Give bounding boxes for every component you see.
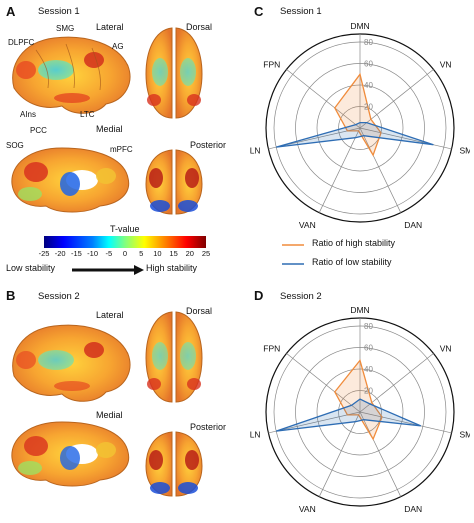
legend-low-label: Ratio of low stability bbox=[312, 257, 392, 267]
radar-axis-label: SMN bbox=[459, 146, 470, 156]
radar-axis-label: DMN bbox=[350, 306, 369, 315]
radar-axis-label: DAN bbox=[404, 220, 422, 230]
view-posterior-label-2: Posterior bbox=[190, 422, 227, 432]
low-stability-label: Low stability bbox=[6, 263, 56, 273]
region-ltc-label: LTC bbox=[80, 110, 95, 119]
series-low-stability bbox=[275, 398, 422, 432]
panel-a-letter: A bbox=[6, 4, 16, 19]
radar-axis-label: VAN bbox=[299, 504, 316, 514]
radar-ring-label: 20 bbox=[364, 387, 373, 396]
colorbar-title: T-value bbox=[110, 224, 140, 234]
region-sog-label: SOG bbox=[6, 141, 24, 150]
radar-ring-label: 80 bbox=[364, 322, 373, 331]
colorbar-tick-label: 0 bbox=[122, 249, 128, 258]
legend-high-swatch bbox=[282, 244, 304, 246]
view-lateral-label: Lateral bbox=[96, 22, 124, 32]
radar-axis-label: SMN bbox=[459, 430, 470, 440]
radar-chart-session1: 20 40 60 80 DMN VN SMN DAN VAN LN FPN bbox=[250, 22, 470, 230]
region-ag-label: AG bbox=[112, 42, 124, 51]
radar-spoke bbox=[286, 69, 361, 129]
panel-c-session: Session 1 bbox=[280, 6, 322, 17]
legend-low-swatch bbox=[282, 263, 304, 265]
colorbar-tick-label: 15 bbox=[169, 249, 178, 258]
brain-lateral-session2 bbox=[12, 324, 131, 402]
panel-b-letter: B bbox=[6, 288, 16, 303]
region-pcc-label: PCC bbox=[30, 126, 47, 135]
colorbar-tick-label: 10 bbox=[153, 249, 162, 258]
radar-spoke bbox=[359, 69, 434, 129]
radar-ring-label: 60 bbox=[364, 60, 373, 69]
radar-axis-label: DAN bbox=[404, 504, 422, 514]
radar-axis-label: LN bbox=[250, 146, 261, 156]
colorbar-tick-label: -15 bbox=[70, 249, 82, 258]
radar-spoke bbox=[359, 411, 452, 434]
view-dorsal-label-2: Dorsal bbox=[186, 306, 213, 316]
radar-ring-label: 60 bbox=[364, 344, 373, 353]
panel-a-session: Session 1 bbox=[38, 6, 80, 17]
high-stability-label: High stability bbox=[146, 263, 198, 273]
arrow-right-icon bbox=[72, 265, 144, 275]
radar-spoke bbox=[268, 411, 361, 434]
colorbar-tick-label: 25 bbox=[201, 249, 211, 258]
radar-ring-label: 40 bbox=[364, 81, 373, 90]
colorbar-tick-label: 5 bbox=[139, 249, 144, 258]
view-posterior-label: Posterior bbox=[190, 140, 227, 150]
radar-ring-label: 40 bbox=[364, 365, 373, 374]
radar-axis-label: FPN bbox=[263, 343, 280, 353]
legend-high-label: Ratio of high stability bbox=[312, 238, 396, 248]
radar-spoke bbox=[318, 127, 361, 213]
brain-medial-session2 bbox=[11, 421, 130, 487]
colorbar-gradient bbox=[44, 236, 206, 248]
radar-chart-session2: 20 40 60 80 DMN VN SMN DAN VAN LN FPN bbox=[250, 306, 470, 514]
colorbar-tick-label: -10 bbox=[87, 249, 99, 258]
radar-spoke bbox=[286, 353, 361, 413]
colorbar-tick-label: 20 bbox=[185, 249, 194, 258]
colorbar-tick-label: -5 bbox=[105, 249, 113, 258]
series-low-stability bbox=[276, 121, 434, 148]
colorbar-tick-label: -25 bbox=[38, 249, 50, 258]
brain-posterior-session2 bbox=[145, 431, 203, 497]
brain-dorsal-session2 bbox=[145, 311, 203, 403]
view-medial-label: Medial bbox=[96, 124, 123, 134]
radar-axis-label: FPN bbox=[263, 59, 280, 69]
radar-ring-label: 80 bbox=[364, 38, 373, 47]
view-lateral-label-2: Lateral bbox=[96, 310, 124, 320]
radar-axis-label: VN bbox=[440, 59, 452, 69]
region-dlpfc-label: DLPFC bbox=[8, 38, 35, 47]
radar-axis-label: DMN bbox=[350, 22, 369, 31]
radar-ring-label: 20 bbox=[364, 103, 373, 112]
panel-d-letter: D bbox=[254, 288, 264, 303]
colorbar-ticks: -25 -20 -15 -10 -5 0 5 10 15 20 25 bbox=[38, 249, 214, 259]
radar-axis-label: VN bbox=[440, 343, 452, 353]
region-smg-label: SMG bbox=[56, 24, 75, 33]
radar-axis-label: VAN bbox=[299, 220, 316, 230]
region-ains-label: AIns bbox=[20, 110, 37, 119]
radar-spoke bbox=[359, 127, 402, 213]
brain-medial-session1 bbox=[11, 147, 130, 213]
brain-dorsal-session1 bbox=[145, 27, 203, 119]
brain-lateral-session1 bbox=[12, 36, 131, 114]
radar-axis-label: LN bbox=[250, 430, 261, 440]
panel-b-session: Session 2 bbox=[38, 291, 80, 302]
panel-c-letter: C bbox=[254, 4, 264, 19]
view-dorsal-label: Dorsal bbox=[186, 22, 213, 32]
region-mpfc-label: mPFC bbox=[110, 145, 133, 154]
series-high-stability bbox=[334, 72, 382, 157]
radar-spoke bbox=[359, 127, 452, 150]
brain-posterior-session1 bbox=[145, 149, 203, 215]
colorbar-tick-label: -20 bbox=[54, 249, 66, 258]
panel-d-session: Session 2 bbox=[280, 291, 322, 302]
radar-spoke bbox=[318, 411, 361, 497]
radar-spoke bbox=[359, 411, 402, 497]
view-medial-label-2: Medial bbox=[96, 410, 123, 420]
